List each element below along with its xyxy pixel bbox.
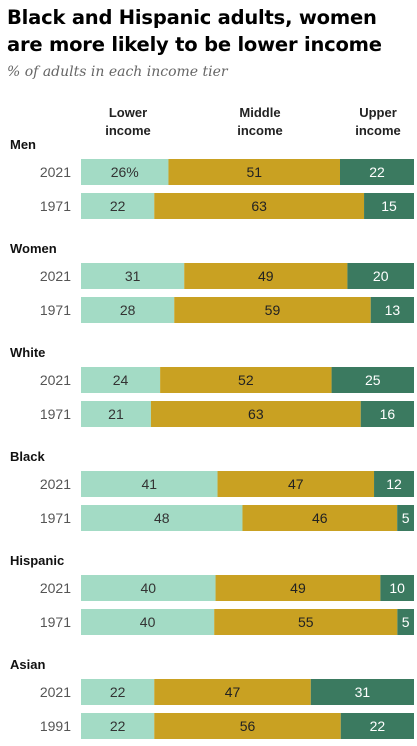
bar-segment-lower (81, 401, 151, 427)
year-label: 1971 (40, 406, 71, 422)
data-label-lower: 31 (125, 268, 141, 284)
data-label-upper: 16 (380, 406, 396, 422)
bar-segment-middle (214, 609, 398, 635)
bar-segment-middle (168, 159, 340, 185)
data-label-upper: 5 (402, 510, 410, 526)
bar-segment-lower (81, 471, 218, 497)
data-label-middle: 59 (265, 302, 281, 318)
data-label-lower: 41 (141, 476, 157, 492)
data-label-upper: 22 (370, 718, 386, 734)
year-label: 1991 (40, 718, 71, 734)
group-label: Women (10, 241, 57, 256)
year-label: 2021 (40, 164, 71, 180)
data-label-lower: 48 (154, 510, 170, 526)
data-label-middle: 56 (240, 718, 256, 734)
year-label: 1971 (40, 614, 71, 630)
group-label: Hispanic (10, 553, 64, 568)
bar-segment-middle (150, 401, 361, 427)
data-label-lower: 40 (140, 580, 156, 596)
bar-segment-upper (370, 297, 414, 323)
year-label: 2021 (40, 268, 71, 284)
data-label-lower: 28 (120, 302, 136, 318)
group-label: White (10, 345, 45, 360)
bar-segment-middle (242, 505, 398, 531)
year-label: 2021 (40, 372, 71, 388)
year-label: 1971 (40, 198, 71, 214)
data-label-upper: 5 (402, 614, 410, 630)
data-label-middle: 49 (290, 580, 306, 596)
data-label-lower: 22 (110, 718, 126, 734)
bar-segment-middle (174, 297, 371, 323)
data-label-lower: 22 (110, 198, 126, 214)
bar-segment-upper (347, 263, 414, 289)
year-label: 2021 (40, 580, 71, 596)
bar-segment-middle (154, 713, 341, 739)
data-label-upper: 25 (365, 372, 381, 388)
group-label: Asian (10, 657, 45, 672)
data-label-upper: 10 (389, 580, 405, 596)
bar-segment-lower (81, 505, 243, 531)
data-label-upper: 15 (381, 198, 397, 214)
data-label-middle: 63 (251, 198, 267, 214)
data-label-middle: 52 (238, 372, 254, 388)
bar-segment-upper (397, 609, 414, 635)
year-label: 1971 (40, 302, 71, 318)
bar-segment-upper (364, 193, 414, 219)
data-label-lower: 26% (111, 164, 139, 180)
bar-segment-lower (81, 679, 155, 705)
data-label-upper: 31 (355, 684, 371, 700)
bar-segment-lower (81, 575, 216, 601)
bar-segment-upper (340, 159, 414, 185)
year-label: 2021 (40, 684, 71, 700)
column-header-middle: Middle income (237, 105, 283, 138)
data-label-lower: 24 (113, 372, 129, 388)
group-label: Black (10, 449, 45, 464)
data-label-lower: 40 (140, 614, 156, 630)
bar-segment-middle (160, 367, 332, 393)
bar-segment-upper (331, 367, 414, 393)
data-label-middle: 51 (246, 164, 262, 180)
data-label-middle: 47 (225, 684, 241, 700)
bar-segment-upper (397, 505, 414, 531)
bar-segment-lower (81, 713, 155, 739)
data-label-middle: 49 (258, 268, 274, 284)
data-label-middle: 55 (298, 614, 314, 630)
column-header-lower: Lower income (105, 105, 151, 138)
bar-segment-upper (380, 575, 414, 601)
chart-subtitle: % of adults in each income tier (7, 64, 228, 80)
bar-segment-upper (374, 471, 414, 497)
data-label-upper: 20 (373, 268, 389, 284)
bar-segment-upper (340, 713, 414, 739)
year-label: 2021 (40, 476, 71, 492)
bar-segment-middle (184, 263, 348, 289)
bar-segment-lower (81, 609, 215, 635)
bar-segment-lower (81, 193, 155, 219)
data-label-lower: 21 (108, 406, 124, 422)
bar-segment-middle (215, 575, 381, 601)
year-label: 1971 (40, 510, 71, 526)
data-label-upper: 13 (385, 302, 401, 318)
bar-segment-upper (360, 401, 414, 427)
data-label-upper: 12 (386, 476, 402, 492)
data-label-middle: 47 (288, 476, 304, 492)
group-label: Men (10, 137, 36, 152)
bar-segment-lower (81, 159, 169, 185)
bar-segment-lower (81, 297, 175, 323)
data-label-middle: 63 (248, 406, 264, 422)
data-label-upper: 22 (369, 164, 385, 180)
bar-segment-upper (310, 679, 414, 705)
bar-segment-middle (154, 679, 311, 705)
bar-segment-lower (81, 367, 161, 393)
column-header-upper: Upper income (355, 105, 401, 138)
data-label-lower: 22 (110, 684, 126, 700)
bar-segment-lower (81, 263, 185, 289)
chart-title: Black and Hispanic adults, women are mor… (7, 6, 382, 56)
bar-segment-middle (154, 193, 365, 219)
data-label-middle: 46 (312, 510, 328, 526)
bar-segment-middle (217, 471, 375, 497)
